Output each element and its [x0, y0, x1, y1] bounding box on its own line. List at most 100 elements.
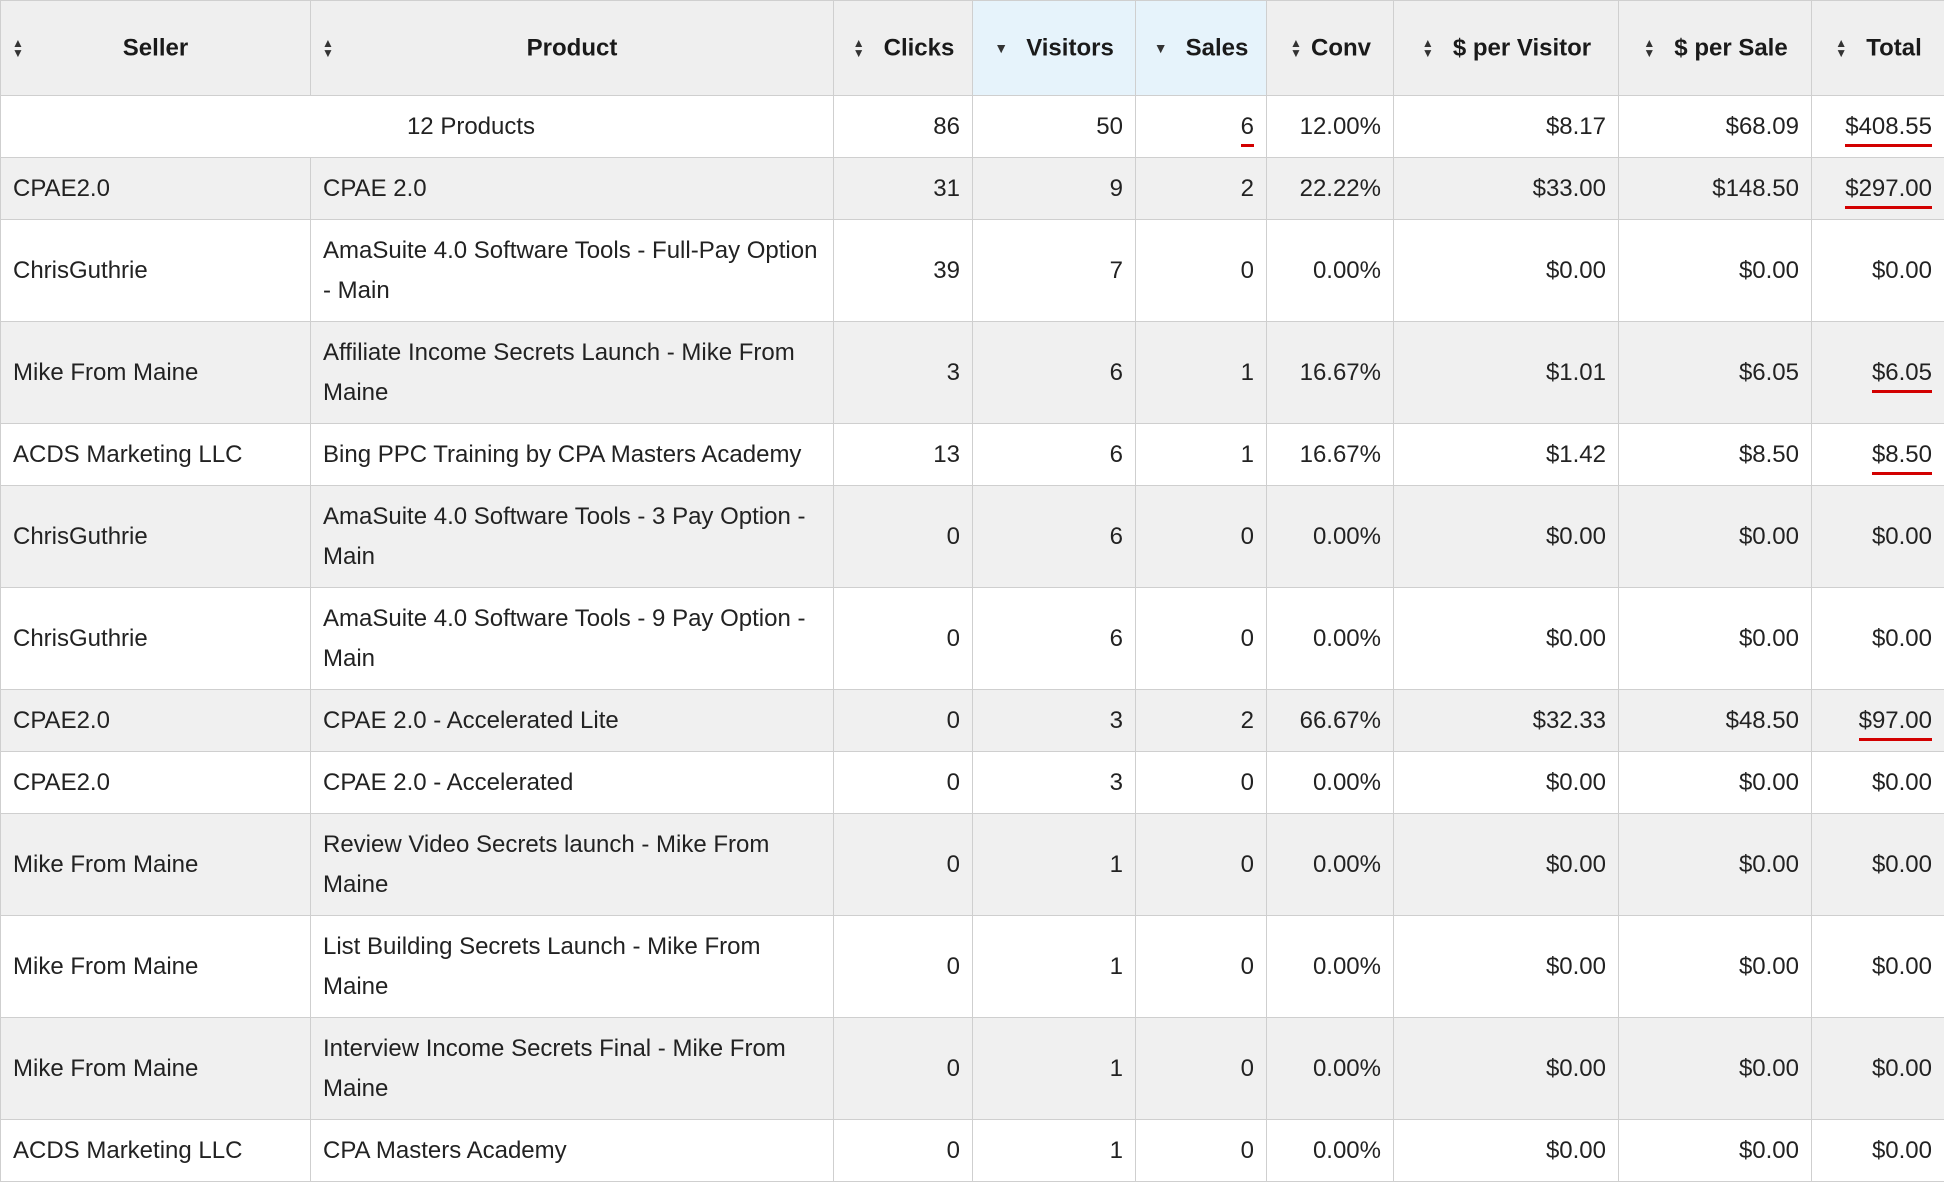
cell-per-visitor: $0.00 [1394, 1120, 1619, 1182]
sort-both-icon[interactable] [1289, 38, 1303, 58]
highlighted-value: $408.55 [1845, 113, 1932, 147]
cell-per-visitor: $0.00 [1394, 220, 1619, 322]
cell-clicks: 31 [834, 158, 973, 220]
cell-clicks: 13 [834, 424, 973, 486]
cell-seller: CPAE2.0 [1, 752, 311, 814]
cell-sales: 2 [1136, 158, 1267, 220]
cell-sales: 0 [1136, 486, 1267, 588]
cell-product: CPA Masters Academy [311, 1120, 834, 1182]
summary-visitors: 50 [973, 96, 1136, 158]
cell-conv: 16.67% [1267, 424, 1394, 486]
header-label: Total [1866, 34, 1922, 61]
summary-clicks: 86 [834, 96, 973, 158]
sort-both-icon[interactable] [321, 38, 335, 58]
sort-both-icon[interactable] [1834, 38, 1848, 58]
header-label: Seller [123, 34, 188, 61]
header-label: $ per Sale [1674, 34, 1787, 61]
cell-visitors: 6 [973, 322, 1136, 424]
cell-per-visitor: $1.42 [1394, 424, 1619, 486]
cell-conv: 0.00% [1267, 588, 1394, 690]
summary-row: 12 Products 86 50 6 12.00% $8.17 $68.09 … [1, 96, 1944, 158]
cell-product: List Building Secrets Launch - Mike From… [311, 916, 834, 1018]
highlighted-value: $8.50 [1872, 441, 1932, 475]
cell-sales: 0 [1136, 1018, 1267, 1120]
highlighted-value: $97.00 [1859, 707, 1932, 741]
cell-seller: Mike From Maine [1, 322, 311, 424]
cell-conv: 0.00% [1267, 486, 1394, 588]
cell-per-visitor: $0.00 [1394, 916, 1619, 1018]
highlighted-value: 6 [1241, 113, 1254, 147]
cell-per-sale: $148.50 [1619, 158, 1812, 220]
cell-sales: 0 [1136, 752, 1267, 814]
sort-desc-icon[interactable] [994, 43, 1008, 53]
cell-visitors: 7 [973, 220, 1136, 322]
cell-total: $97.00 [1812, 690, 1944, 752]
cell-visitors: 3 [973, 690, 1136, 752]
cell-per-sale: $0.00 [1619, 1120, 1812, 1182]
cell-per-sale: $0.00 [1619, 588, 1812, 690]
header-visitors[interactable]: Visitors [973, 1, 1136, 96]
cell-conv: 22.22% [1267, 158, 1394, 220]
cell-per-sale: $0.00 [1619, 752, 1812, 814]
header-conv[interactable]: Conv [1267, 1, 1394, 96]
cell-seller: Mike From Maine [1, 916, 311, 1018]
cell-clicks: 0 [834, 752, 973, 814]
cell-product: Interview Income Secrets Final - Mike Fr… [311, 1018, 834, 1120]
summary-per-sale: $68.09 [1619, 96, 1812, 158]
cell-seller: ChrisGuthrie [1, 486, 311, 588]
cell-product: CPAE 2.0 - Accelerated Lite [311, 690, 834, 752]
cell-visitors: 6 [973, 588, 1136, 690]
cell-clicks: 0 [834, 1018, 973, 1120]
cell-clicks: 0 [834, 486, 973, 588]
header-clicks[interactable]: Clicks [834, 1, 973, 96]
summary-label: 12 Products [1, 96, 834, 158]
cell-per-visitor: $0.00 [1394, 1018, 1619, 1120]
sort-both-icon[interactable] [11, 38, 25, 58]
cell-per-visitor: $0.00 [1394, 814, 1619, 916]
cell-product: Bing PPC Training by CPA Masters Academy [311, 424, 834, 486]
cell-clicks: 3 [834, 322, 973, 424]
cell-total: $0.00 [1812, 486, 1944, 588]
header-per-sale[interactable]: $ per Sale [1619, 1, 1812, 96]
cell-product: Affiliate Income Secrets Launch - Mike F… [311, 322, 834, 424]
cell-clicks: 0 [834, 814, 973, 916]
header-per-visitor[interactable]: $ per Visitor [1394, 1, 1619, 96]
cell-seller: ChrisGuthrie [1, 220, 311, 322]
header-total[interactable]: Total [1812, 1, 1944, 96]
cell-product: CPAE 2.0 - Accelerated [311, 752, 834, 814]
header-product[interactable]: Product [311, 1, 834, 96]
sort-both-icon[interactable] [1421, 38, 1435, 58]
header-sales[interactable]: Sales [1136, 1, 1267, 96]
cell-visitors: 1 [973, 814, 1136, 916]
cell-conv: 0.00% [1267, 220, 1394, 322]
cell-per-sale: $6.05 [1619, 322, 1812, 424]
sort-both-icon[interactable] [1642, 38, 1656, 58]
header-label: $ per Visitor [1453, 34, 1591, 61]
cell-sales: 0 [1136, 814, 1267, 916]
header-label: Sales [1186, 34, 1249, 61]
cell-seller: ACDS Marketing LLC [1, 424, 311, 486]
cell-clicks: 39 [834, 220, 973, 322]
cell-total: $6.05 [1812, 322, 1944, 424]
sort-desc-icon[interactable] [1154, 43, 1168, 53]
cell-conv: 16.67% [1267, 322, 1394, 424]
cell-sales: 1 [1136, 322, 1267, 424]
header-seller[interactable]: Seller [1, 1, 311, 96]
cell-clicks: 0 [834, 1120, 973, 1182]
cell-visitors: 3 [973, 752, 1136, 814]
cell-visitors: 6 [973, 424, 1136, 486]
sort-both-icon[interactable] [852, 38, 866, 58]
